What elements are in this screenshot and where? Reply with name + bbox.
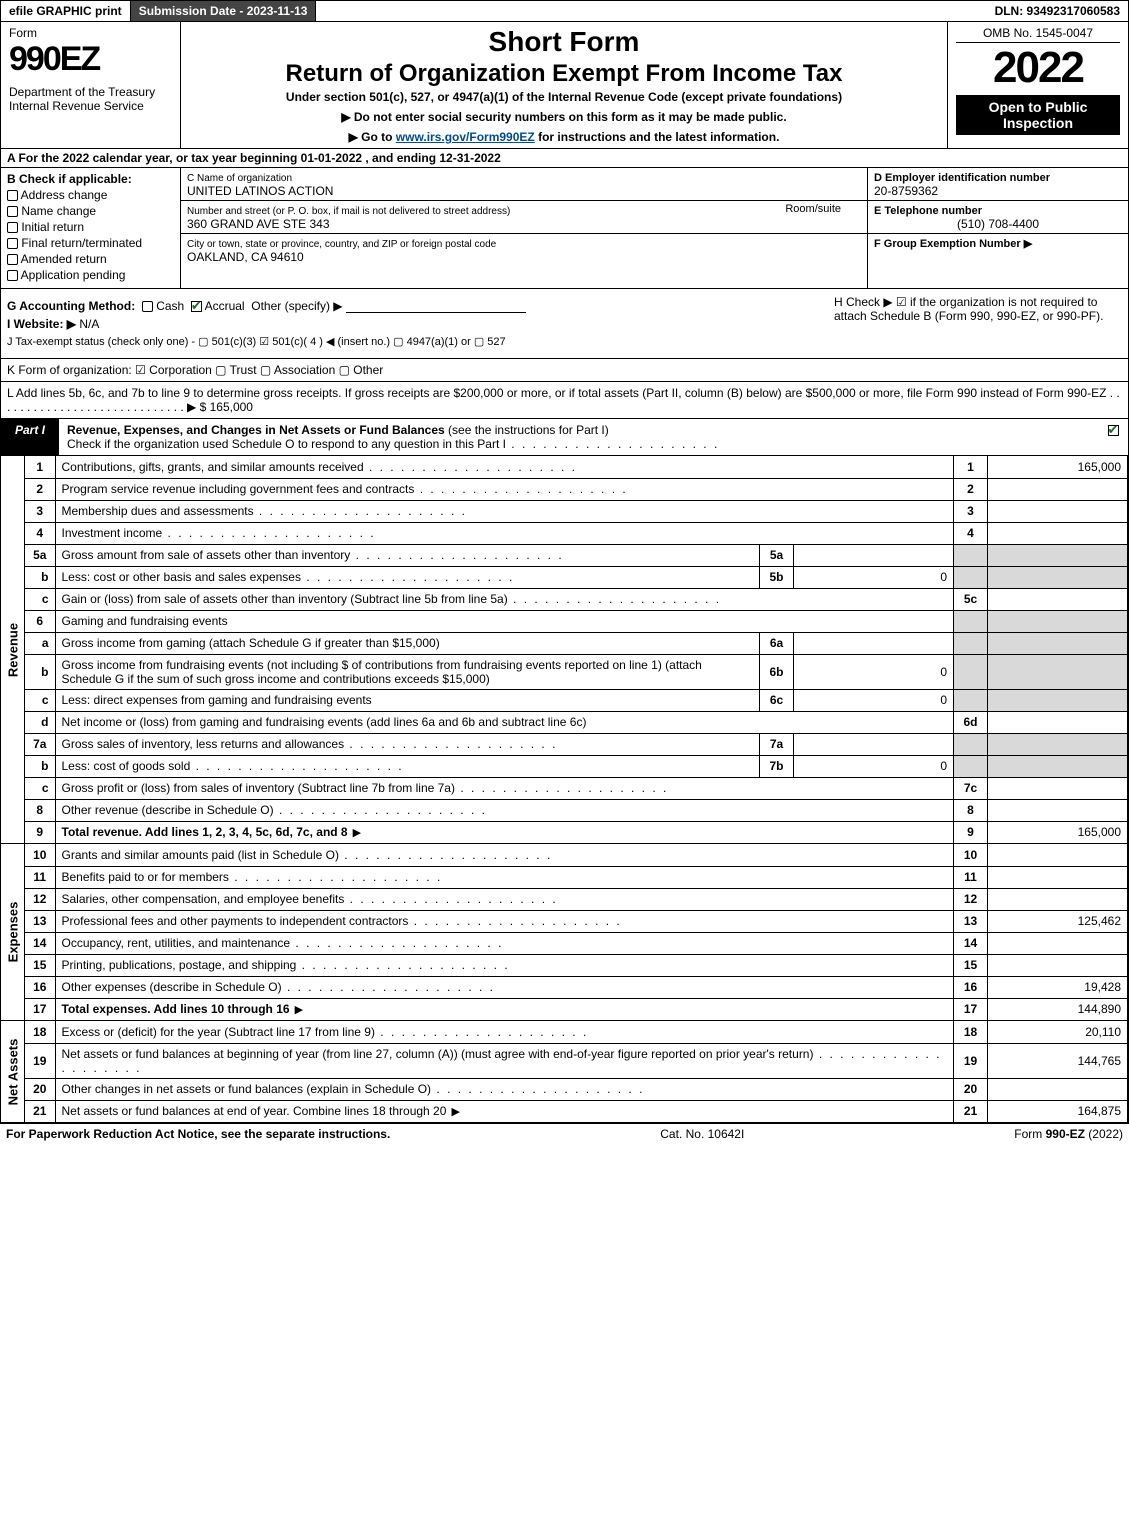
chk-final-return[interactable]: [7, 238, 18, 249]
page-footer: For Paperwork Reduction Act Notice, see …: [0, 1123, 1129, 1144]
revenue-section: Revenue 1Contributions, gifts, grants, a…: [0, 456, 1129, 844]
lbl-application-pending: Application pending: [21, 268, 126, 282]
lbl-final-return: Final return/terminated: [21, 236, 142, 250]
e-phone-value: (510) 708-4400: [874, 217, 1122, 231]
header-left: Form 990EZ Department of the Treasury In…: [1, 22, 181, 148]
line-i-website: I Website: ▶ N/A: [7, 317, 822, 331]
part-1-header: Part I Revenue, Expenses, and Changes in…: [0, 419, 1129, 456]
footer-form-ref: Form 990-EZ (2022): [1014, 1127, 1123, 1141]
dln: DLN: 93492317060583: [987, 1, 1128, 21]
row-a-calendar-year: A For the 2022 calendar year, or tax yea…: [0, 149, 1129, 168]
form-word: Form: [9, 26, 172, 40]
ssn-note: ▶ Do not enter social security numbers o…: [189, 110, 939, 124]
side-expenses: Expenses: [5, 902, 20, 963]
tax-year: 2022: [956, 43, 1120, 93]
line-j-tax-exempt: J Tax-exempt status (check only one) - ▢…: [7, 335, 822, 348]
lbl-name-change: Name change: [21, 204, 96, 218]
col-b-checkboxes: B Check if applicable: Address change Na…: [1, 168, 181, 288]
expenses-section: Expenses 10Grants and similar amounts pa…: [0, 844, 1129, 1021]
col-c-name-address: C Name of organization UNITED LATINOS AC…: [181, 168, 868, 288]
footer-paperwork: For Paperwork Reduction Act Notice, see …: [6, 1127, 390, 1141]
goto-post: for instructions and the latest informat…: [538, 130, 779, 144]
submission-date: Submission Date - 2023-11-13: [131, 1, 317, 21]
header-right: OMB No. 1545-0047 2022 Open to Public In…: [948, 22, 1128, 148]
chk-initial-return[interactable]: [7, 222, 18, 233]
c-city-label: City or town, state or province, country…: [187, 239, 496, 250]
section-b-to-f: B Check if applicable: Address change Na…: [0, 168, 1129, 289]
goto-note: ▶ Go to www.irs.gov/Form990EZ for instru…: [189, 130, 939, 144]
part-1-checkbox[interactable]: [1108, 425, 1119, 436]
col-d-e-f: D Employer identification number 20-8759…: [868, 168, 1128, 288]
expenses-table: 10Grants and similar amounts paid (list …: [25, 844, 1128, 1020]
c-street-label: Number and street (or P. O. box, if mail…: [187, 206, 510, 217]
lbl-address-change: Address change: [21, 188, 108, 202]
short-form-title: Short Form: [189, 26, 939, 58]
lbl-amended-return: Amended return: [21, 252, 107, 266]
line-g-accounting: G Accounting Method: Cash Accrual Other …: [7, 299, 822, 313]
omb-number: OMB No. 1545-0047: [956, 26, 1120, 43]
part-1-check-line: Check if the organization used Schedule …: [67, 437, 719, 451]
form-number: 990EZ: [9, 40, 172, 79]
org-city: OAKLAND, CA 94610: [187, 250, 304, 264]
main-title: Return of Organization Exempt From Incom…: [189, 60, 939, 88]
org-name: UNITED LATINOS ACTION: [187, 184, 333, 198]
website-value: N/A: [79, 317, 99, 331]
radio-accrual[interactable]: [191, 301, 202, 312]
f-group-label: F Group Exemption Number ▶: [874, 238, 1032, 250]
e-phone-label: E Telephone number: [874, 205, 982, 217]
chk-application-pending[interactable]: [7, 270, 18, 281]
top-bar: efile GRAPHIC print Submission Date - 20…: [0, 0, 1129, 22]
subtitle: Under section 501(c), 527, or 4947(a)(1)…: [189, 90, 939, 104]
row-k-form-of-org: K Form of organization: ☑ Corporation ▢ …: [0, 359, 1129, 382]
part-1-title: Revenue, Expenses, and Changes in Net As…: [67, 423, 445, 437]
chk-amended-return[interactable]: [7, 254, 18, 265]
other-specify-line[interactable]: [346, 312, 526, 313]
irs-link[interactable]: www.irs.gov/Form990EZ: [396, 130, 535, 144]
b-label: B Check if applicable:: [7, 172, 174, 186]
row-l-gross-receipts: L Add lines 5b, 6c, and 7b to line 9 to …: [0, 382, 1129, 419]
net-assets-section: Net Assets 18Excess or (deficit) for the…: [0, 1021, 1129, 1123]
lbl-initial-return: Initial return: [21, 220, 84, 234]
part-1-badge: Part I: [1, 419, 59, 455]
efile-print[interactable]: efile GRAPHIC print: [1, 1, 131, 21]
c-name-label: C Name of organization: [187, 173, 292, 184]
department-text: Department of the Treasury Internal Reve…: [9, 85, 172, 113]
line-h-schedule-b: H Check ▶ ☑ if the organization is not r…: [828, 289, 1128, 358]
form-header: Form 990EZ Department of the Treasury In…: [0, 22, 1129, 149]
radio-cash[interactable]: [142, 301, 153, 312]
side-revenue: Revenue: [5, 622, 20, 676]
goto-pre: ▶ Go to: [349, 130, 396, 144]
chk-name-change[interactable]: [7, 206, 18, 217]
d-ein-value: 20-8759362: [874, 184, 938, 198]
net-assets-table: 18Excess or (deficit) for the year (Subt…: [25, 1021, 1128, 1122]
d-ein-label: D Employer identification number: [874, 172, 1050, 184]
section-g-h-i-j: G Accounting Method: Cash Accrual Other …: [0, 289, 1129, 359]
c-room-label: Room/suite: [785, 203, 841, 215]
footer-catno: Cat. No. 10642I: [660, 1127, 744, 1141]
open-inspection: Open to Public Inspection: [956, 95, 1120, 135]
revenue-table: 1Contributions, gifts, grants, and simil…: [25, 456, 1128, 843]
side-net-assets: Net Assets: [5, 1038, 20, 1105]
header-center: Short Form Return of Organization Exempt…: [181, 22, 948, 148]
chk-address-change[interactable]: [7, 190, 18, 201]
org-street: 360 GRAND AVE STE 343: [187, 217, 330, 231]
